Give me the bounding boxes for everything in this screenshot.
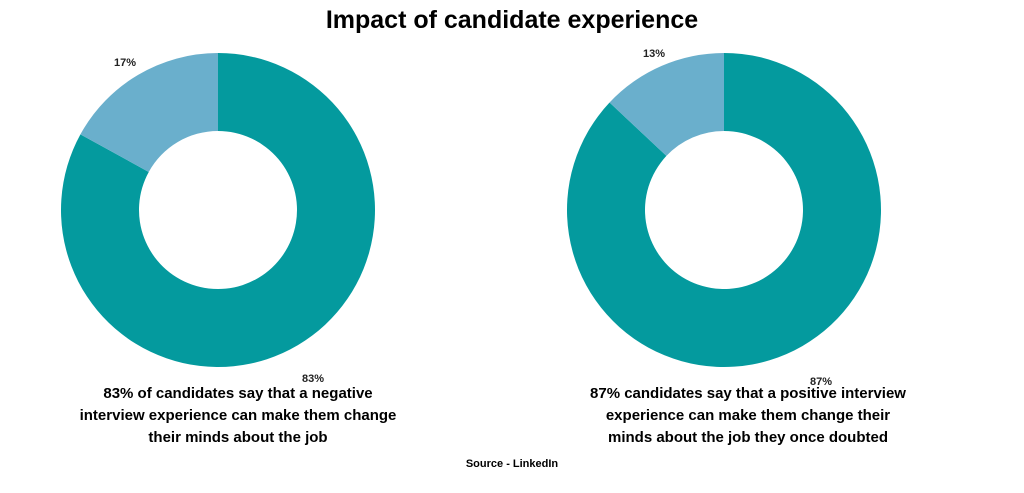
slice-negative-major (61, 53, 376, 367)
slice-positive-minor (609, 53, 724, 156)
slice-label-positive-minor: 13% (643, 48, 665, 60)
donut-chart-negative: 83% 17% (61, 53, 376, 385)
slice-label-negative-major: 83% (302, 373, 324, 385)
caption-negative: 83% of candidates say that a negative in… (79, 385, 397, 446)
donut-chart-positive: 87% 13% (567, 48, 881, 388)
slice-positive-major (567, 53, 881, 367)
source-note: Source - LinkedIn (465, 458, 559, 470)
caption-positive: 87% candidates say that a positive inter… (590, 385, 906, 446)
slice-label-negative-minor: 17% (114, 57, 136, 69)
chart-title: Impact of candidate experience (325, 6, 699, 34)
slice-negative-minor (80, 53, 218, 172)
slice-label-positive-major: 87% (810, 376, 832, 388)
